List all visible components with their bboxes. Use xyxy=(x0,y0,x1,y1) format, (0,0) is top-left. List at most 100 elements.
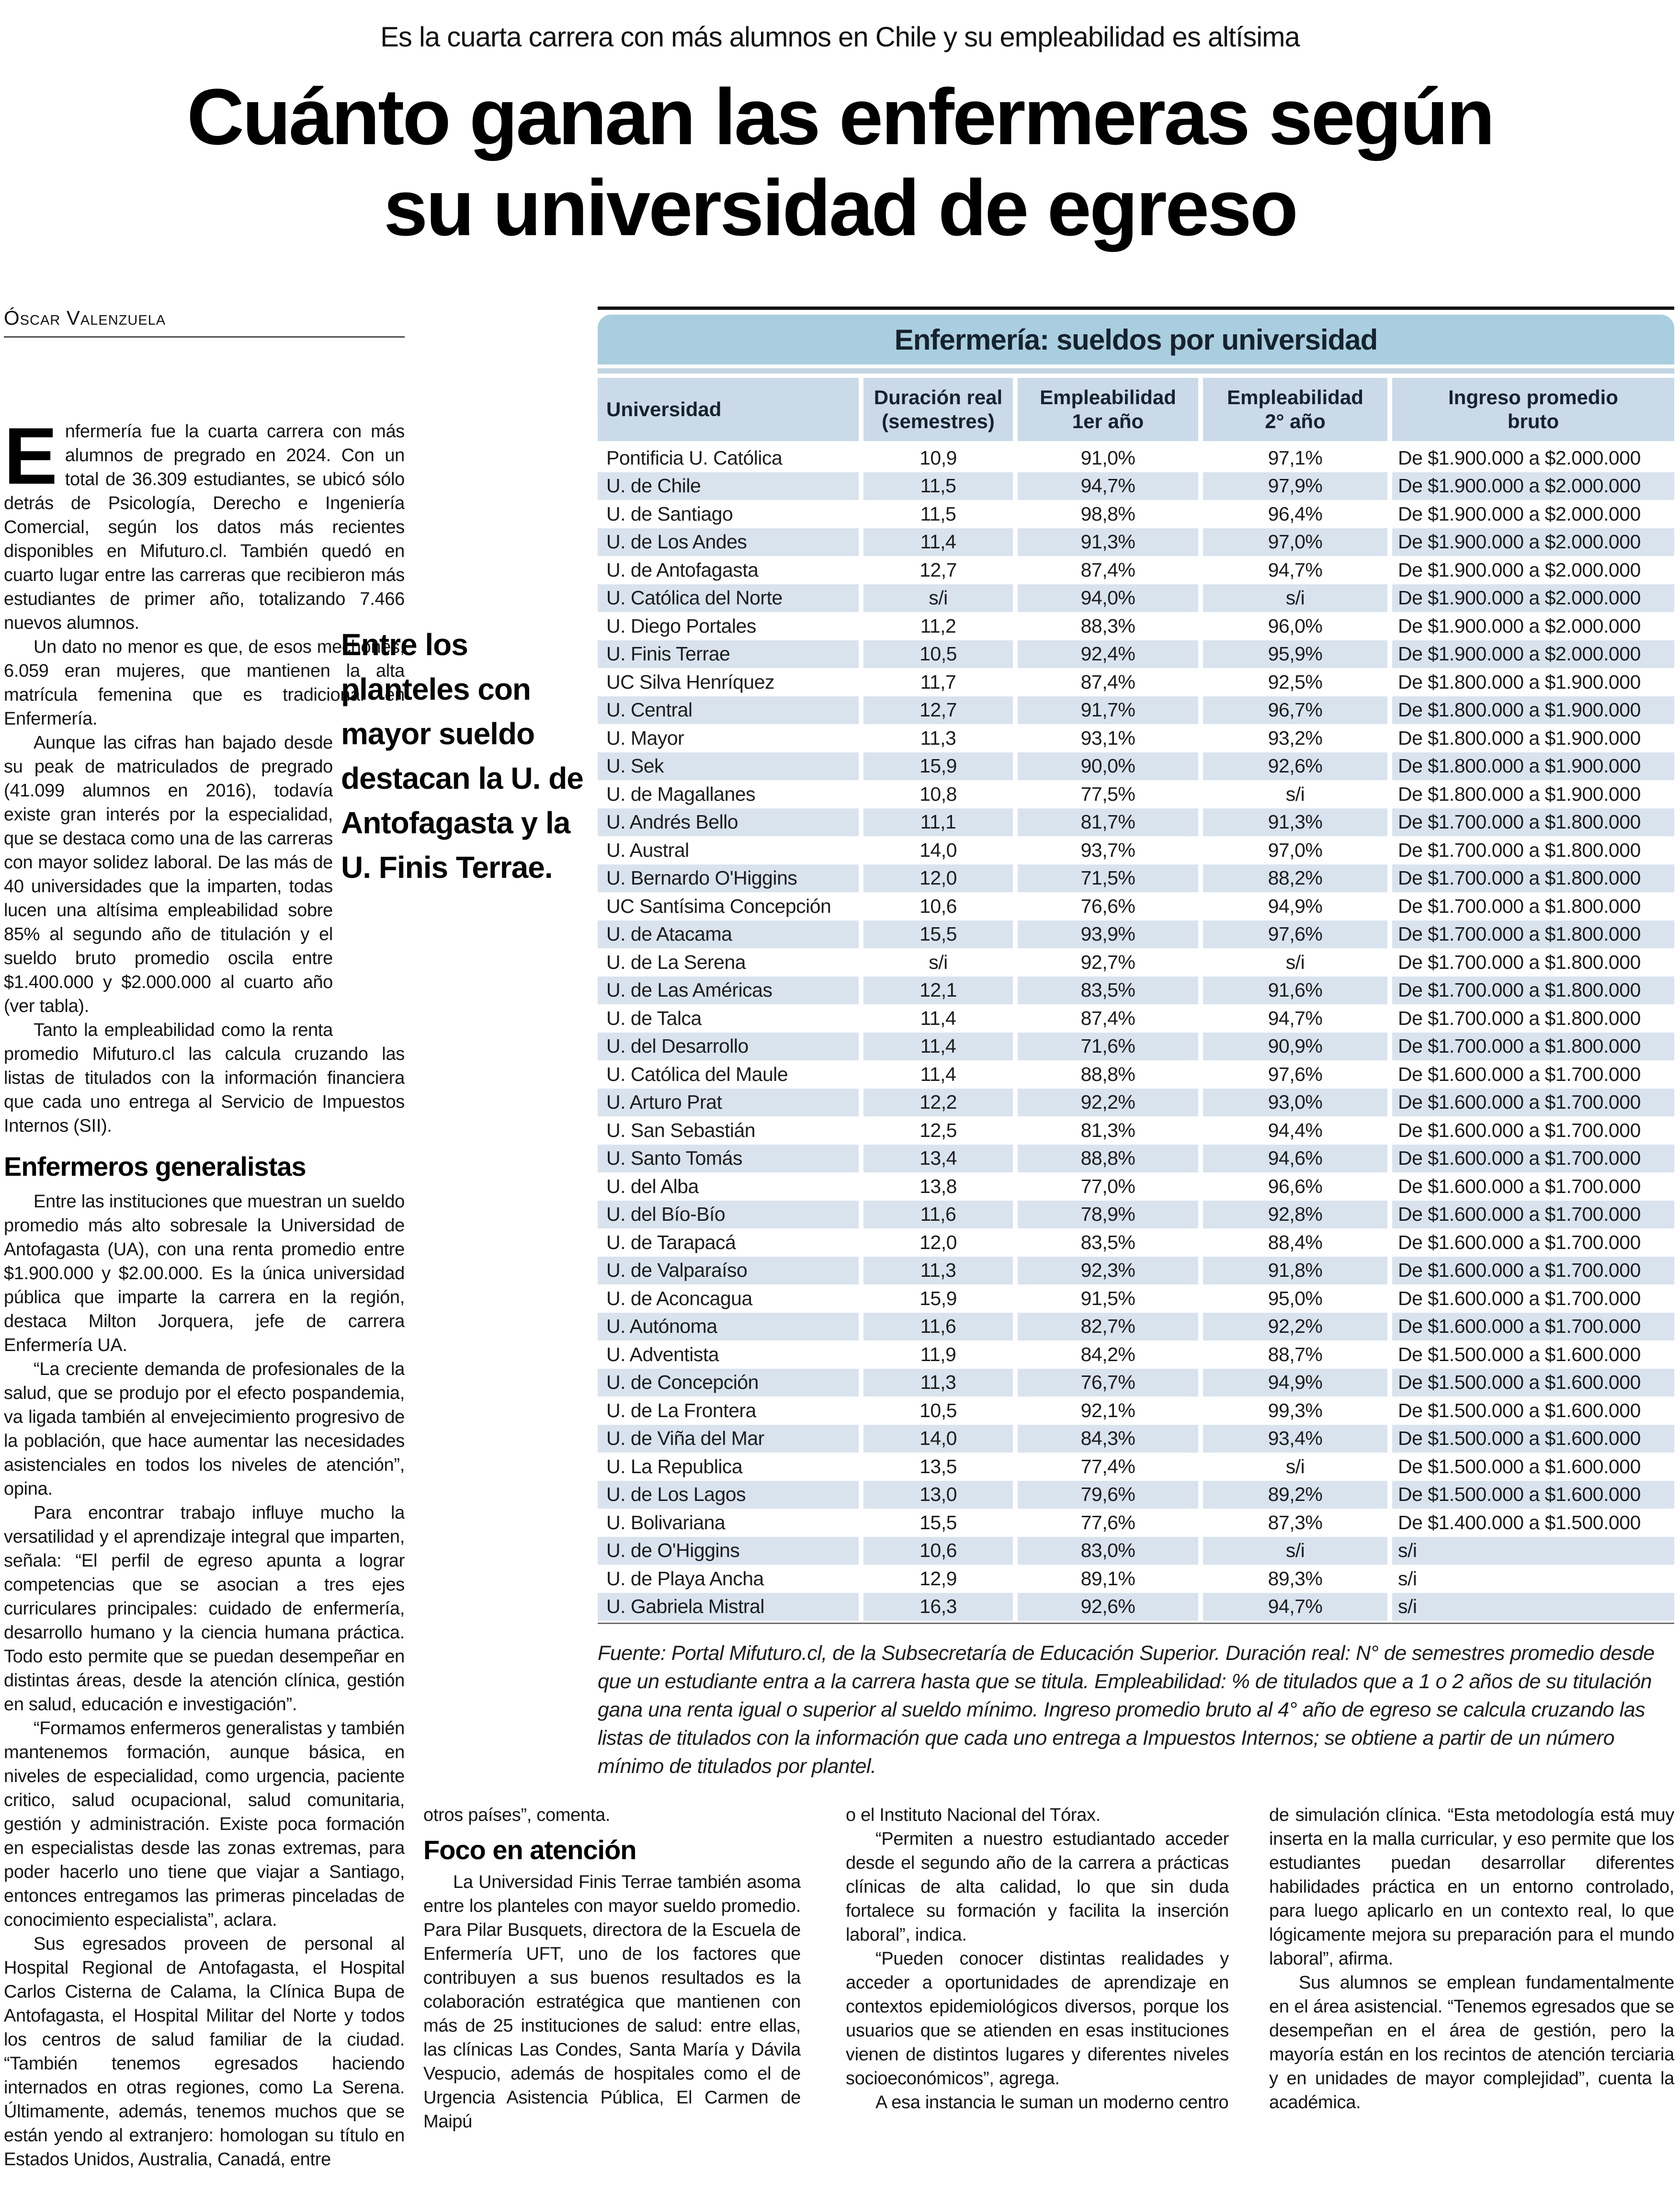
table-row: U. Gabriela Mistral 16,3 92,6% 94,7% s/i xyxy=(598,1592,1674,1621)
table-cell-duration: 13,8 xyxy=(863,1172,1013,1201)
table-cell-duration: 11,4 xyxy=(863,1060,1013,1089)
table-cell-university: U. de Antofagasta xyxy=(598,556,859,584)
table-row: U. de Santiago 11,5 98,8% 96,4% De $1.90… xyxy=(598,500,1674,528)
table-cell-duration: 12,2 xyxy=(863,1088,1013,1116)
table-cell-employability-year2: 89,3% xyxy=(1203,1565,1387,1593)
table-cell-university: U. de Tarapacá xyxy=(598,1228,859,1257)
table-cell-income: De $1.700.000 a $1.800.000 xyxy=(1392,836,1674,864)
table-rows: Pontificia U. Católica 10,9 91,0% 97,1% … xyxy=(598,444,1674,1621)
table-cell-duration: 15,5 xyxy=(863,920,1013,948)
table-cell-duration: 15,5 xyxy=(863,1509,1013,1537)
table-cell-university: U. Católica del Norte xyxy=(598,584,859,612)
table-row: U. de Aconcagua 15,9 91,5% 95,0% De $1.6… xyxy=(598,1284,1674,1313)
table-cell-university: U. de Playa Ancha xyxy=(598,1565,859,1593)
table-cell-income: De $1.600.000 a $1.700.000 xyxy=(1392,1228,1674,1257)
table-cell-duration: 15,9 xyxy=(863,752,1013,780)
header-label: Empleabilidad xyxy=(1227,386,1363,409)
table-row: U. de Playa Ancha 12,9 89,1% 89,3% s/i xyxy=(598,1565,1674,1593)
table-cell-income: De $1.700.000 a $1.800.000 xyxy=(1392,892,1674,920)
paragraph: Aunque las cifras han bajado desde su pe… xyxy=(4,733,333,1016)
bottom-column-2: otros países”, comenta. Foco en atención… xyxy=(423,1803,801,2134)
table-cell-duration: 16,3 xyxy=(863,1592,1013,1621)
table-cell-duration: 14,0 xyxy=(863,836,1013,864)
table-title-band: Enfermería: sueldos por universidad xyxy=(598,315,1674,364)
table-cell-employability-year1: 71,6% xyxy=(1018,1032,1198,1060)
table-row: U. Católica del Maule 11,4 88,8% 97,6% D… xyxy=(598,1060,1674,1089)
table-cell-university: UC Silva Henríquez xyxy=(598,668,859,696)
table-cell-university: U. de Los Lagos xyxy=(598,1480,859,1509)
table-cell-employability-year1: 92,7% xyxy=(1018,948,1198,977)
table-cell-employability-year2: 97,0% xyxy=(1203,836,1387,864)
paragraph: “Permiten a nuestro estudiantado acceder… xyxy=(846,1829,1229,1945)
table-cell-employability-year1: 81,7% xyxy=(1018,808,1198,836)
table-cell-employability-year2: 88,4% xyxy=(1203,1228,1387,1257)
table-cell-duration: 11,2 xyxy=(863,612,1013,640)
table-cell-employability-year2: 89,2% xyxy=(1203,1480,1387,1509)
table-cell-employability-year2: 99,3% xyxy=(1203,1397,1387,1425)
table-cell-income: De $1.900.000 a $2.000.000 xyxy=(1392,584,1674,612)
table-cell-duration: 10,6 xyxy=(863,1536,1013,1565)
table-cell-duration: s/i xyxy=(863,584,1013,612)
table-cell-income: s/i xyxy=(1392,1592,1674,1621)
table-cell-university: UC Santísima Concepción xyxy=(598,892,859,920)
table-cell-employability-year1: 93,7% xyxy=(1018,836,1198,864)
paragraph-continuation: otros países”, comenta. xyxy=(423,1805,611,1825)
table-cell-employability-year1: 91,5% xyxy=(1018,1284,1198,1313)
table-cell-income: De $1.600.000 a $1.700.000 xyxy=(1392,1200,1674,1228)
table-cell-income: De $1.600.000 a $1.700.000 xyxy=(1392,1172,1674,1201)
table-cell-university: U. de Viña del Mar xyxy=(598,1424,859,1453)
table-row: U. de La Frontera 10,5 92,1% 99,3% De $1… xyxy=(598,1397,1674,1425)
paragraph: “Pueden conocer distintas realidades y a… xyxy=(846,1949,1229,2089)
byline: Óscar Valenzuela xyxy=(4,307,405,338)
table-cell-income: De $1.800.000 a $1.900.000 xyxy=(1392,696,1674,724)
section-subhead-foco-en-atencion: Foco en atención xyxy=(423,1835,637,1865)
table-cell-university: U. San Sebastián xyxy=(598,1116,859,1145)
table-cell-employability-year2: 92,8% xyxy=(1203,1200,1387,1228)
table-cell-employability-year1: 91,3% xyxy=(1018,528,1198,556)
table-row: U. Católica del Norte s/i 94,0% s/i De $… xyxy=(598,584,1674,612)
table-cell-duration: 15,9 xyxy=(863,1284,1013,1313)
table-cell-university: U. de Las Américas xyxy=(598,976,859,1004)
table-cell-income: De $1.600.000 a $1.700.000 xyxy=(1392,1088,1674,1116)
table-cell-income: De $1.500.000 a $1.600.000 xyxy=(1392,1397,1674,1425)
table-row: U. Finis Terrae 10,5 92,4% 95,9% De $1.9… xyxy=(598,640,1674,668)
table-cell-university: U. Austral xyxy=(598,836,859,864)
table-row: Pontificia U. Católica 10,9 91,0% 97,1% … xyxy=(598,444,1674,472)
table-cell-income: De $1.900.000 a $2.000.000 xyxy=(1392,528,1674,556)
table-cell-income: De $1.500.000 a $1.600.000 xyxy=(1392,1368,1674,1397)
table-cell-employability-year1: 76,7% xyxy=(1018,1368,1198,1397)
table-cell-employability-year2: 97,0% xyxy=(1203,528,1387,556)
table-cell-employability-year2: s/i xyxy=(1203,1453,1387,1481)
table-cell-employability-year1: 92,1% xyxy=(1018,1397,1198,1425)
table-cell-duration: 11,9 xyxy=(863,1341,1013,1369)
table-row: U. Adventista 11,9 84,2% 88,7% De $1.500… xyxy=(598,1341,1674,1369)
section-subhead-enfermeros-generalistas: Enfermeros generalistas xyxy=(4,1151,306,1182)
table-cell-employability-year2: 94,9% xyxy=(1203,1368,1387,1397)
table-cell-employability-year2: 90,9% xyxy=(1203,1032,1387,1060)
table-cell-duration: 13,0 xyxy=(863,1480,1013,1509)
table-cell-employability-year1: 71,5% xyxy=(1018,864,1198,892)
table-cell-employability-year1: 84,3% xyxy=(1018,1424,1198,1453)
table-header-universidad: Universidad xyxy=(598,378,859,441)
table-row: U. de O'Higgins 10,6 83,0% s/i s/i xyxy=(598,1536,1674,1565)
table-cell-employability-year1: 91,0% xyxy=(1018,444,1198,472)
table-cell-university: U. Gabriela Mistral xyxy=(598,1592,859,1621)
table-cell-employability-year1: 77,0% xyxy=(1018,1172,1198,1201)
table-cell-income: De $1.600.000 a $1.700.000 xyxy=(1392,1256,1674,1284)
table-row: U. Arturo Prat 12,2 92,2% 93,0% De $1.60… xyxy=(598,1088,1674,1116)
table-cell-university: U. de La Frontera xyxy=(598,1397,859,1425)
paragraph: Entre las instituciones que muestran un … xyxy=(4,1192,405,1355)
kicker: Es la cuarta carrera con más alumnos en … xyxy=(380,22,1300,53)
table-top-rule xyxy=(598,307,1674,310)
table-cell-duration: 11,4 xyxy=(863,528,1013,556)
table-cell-university: U. de La Serena xyxy=(598,948,859,977)
table-divider-band xyxy=(598,368,1674,374)
table-row: U. Sek 15,9 90,0% 92,6% De $1.800.000 a … xyxy=(598,752,1674,780)
table-cell-income: De $1.700.000 a $1.800.000 xyxy=(1392,1032,1674,1060)
table-cell-duration: 11,7 xyxy=(863,668,1013,696)
table-cell-university: U. La Republica xyxy=(598,1453,859,1481)
table-cell-employability-year2: 93,2% xyxy=(1203,724,1387,752)
table-cell-employability-year2: s/i xyxy=(1203,948,1387,977)
